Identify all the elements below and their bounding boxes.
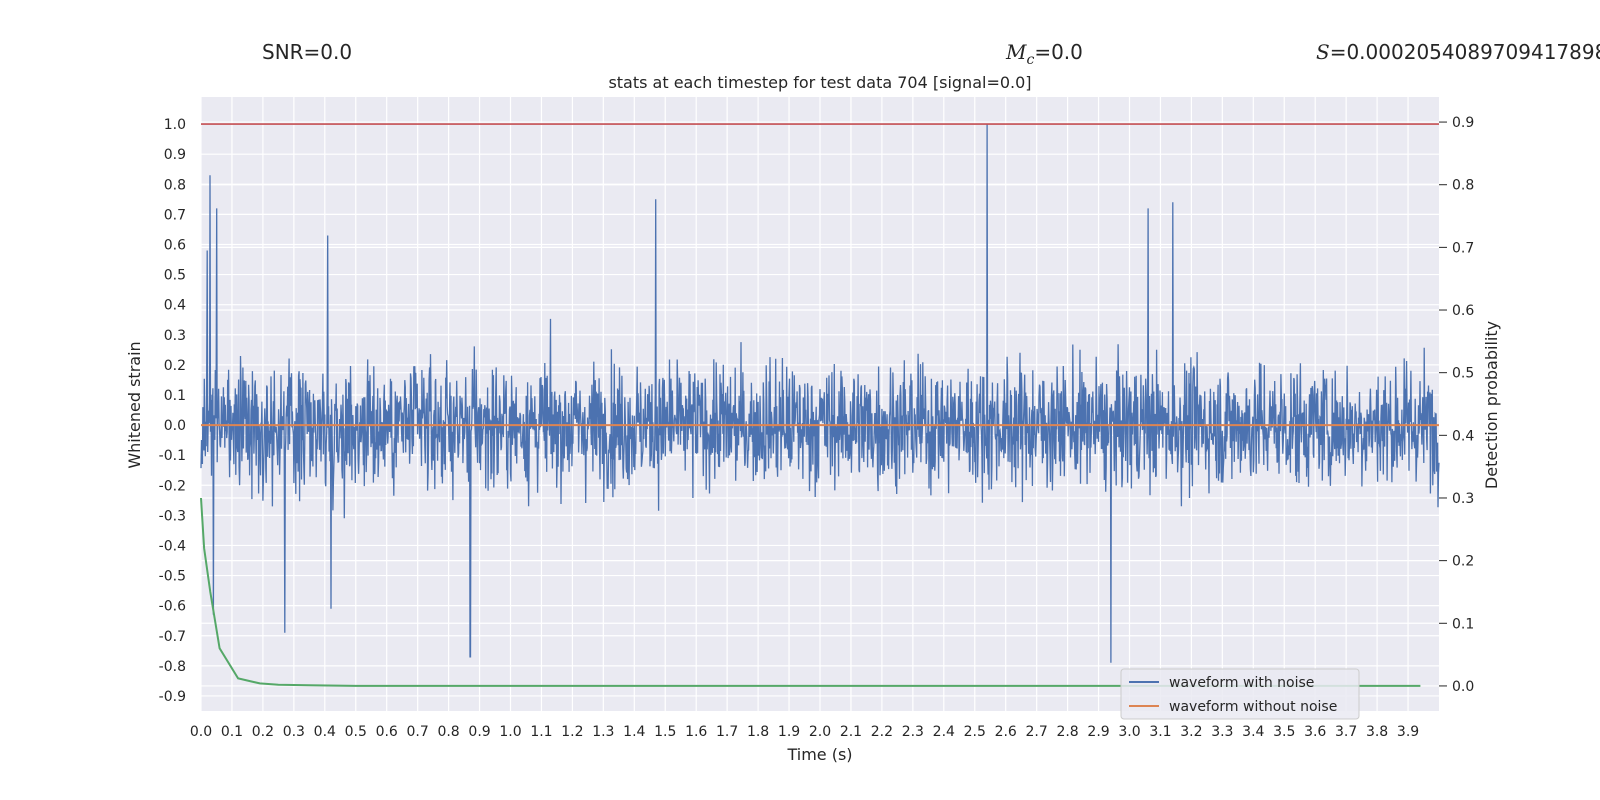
legend: waveform with noise waveform without nois… — [1120, 668, 1360, 720]
s-statistic-label: S=0.0002054089709417898 — [1316, 40, 1600, 64]
y2-tick-label: 0.1 — [1452, 616, 1474, 632]
chirp-mass-symbol: M — [1006, 40, 1027, 64]
x-tick-label: 1.7 — [716, 724, 738, 740]
y-tick-label: 0.0 — [164, 418, 186, 434]
y-tick-label: 0.8 — [164, 177, 186, 193]
x-tick-label: 2.3 — [902, 724, 924, 740]
y2-tick-label: 0.0 — [1452, 679, 1474, 695]
x-tick-label: 0.3 — [283, 724, 305, 740]
x-tick-label: 0.5 — [345, 724, 367, 740]
x-tick-label: 0.2 — [252, 724, 274, 740]
x-tick-label: 2.0 — [809, 724, 831, 740]
x-tick-label: 3.2 — [1180, 724, 1202, 740]
y2-tick-label: 0.9 — [1452, 115, 1474, 131]
snr-label: SNR=0.0 — [262, 40, 353, 64]
x-tick-label: 2.4 — [933, 724, 955, 740]
x-tick-label: 3.6 — [1304, 724, 1326, 740]
y-tick-label: 0.2 — [164, 358, 186, 374]
chirp-mass-subscript: c — [1026, 52, 1035, 68]
x-tick-label: 0.1 — [221, 724, 243, 740]
y-axis-label: Whitened strain — [125, 341, 144, 468]
x-tick-label: 1.4 — [623, 724, 645, 740]
y-tick-label: 0.6 — [164, 237, 186, 253]
chirp-mass-label: Mc=0.0 — [1006, 40, 1083, 68]
y-tick-label: 1.0 — [164, 117, 186, 133]
x-tick-label: 3.8 — [1366, 724, 1388, 740]
x-tick-label: 2.6 — [995, 724, 1017, 740]
legend-entry: waveform without noise — [1169, 699, 1337, 715]
y-tick-label: 0.4 — [164, 298, 186, 314]
y-tick-label: -0.2 — [159, 478, 186, 494]
x-tick-label: 1.0 — [499, 724, 521, 740]
y2-axis-label: Detection probability — [1482, 321, 1501, 489]
legend-box — [1120, 668, 1360, 720]
x-tick-label: 1.2 — [561, 724, 583, 740]
x-tick-label: 2.9 — [1087, 724, 1109, 740]
y-tick-label: 0.5 — [164, 268, 186, 284]
x-tick-label: 3.9 — [1397, 724, 1419, 740]
ticks: 0.0 0.1 0.2 0.3 0.4 0.5 0.6 0.7 0.8 0.9 1.0 1.1 1.2 1… — [159, 115, 1475, 740]
x-tick-label: 3.3 — [1211, 724, 1233, 740]
x-tick-label: 0.8 — [437, 724, 459, 740]
y2-tick-label: 0.7 — [1452, 240, 1474, 256]
y-tick-label: 0.9 — [164, 147, 186, 163]
x-tick-label: 0.6 — [376, 724, 398, 740]
s-value: =0.0002054089709417898 — [1329, 40, 1600, 64]
y2-tick-label: 0.5 — [1452, 366, 1474, 382]
x-tick-label: 2.8 — [1056, 724, 1078, 740]
noisy-waveform-line — [200, 124, 1440, 663]
x-tick-label: 3.4 — [1242, 724, 1264, 740]
legend-entry: waveform with noise — [1169, 675, 1314, 691]
y-tick-label: -0.6 — [159, 599, 186, 615]
chart-title: stats at each timestep for test data 704… — [608, 73, 1031, 92]
y-tick-label: -0.8 — [159, 659, 186, 675]
s-symbol: S — [1316, 40, 1330, 64]
x-tick-label: 1.8 — [747, 724, 769, 740]
x-tick-label: 1.3 — [592, 724, 614, 740]
y-tick-label: 0.7 — [164, 207, 186, 223]
x-tick-label: 3.7 — [1335, 724, 1357, 740]
y2-tick-label: 0.6 — [1452, 303, 1474, 319]
x-tick-label: 1.1 — [530, 724, 552, 740]
y-tick-label: 0.3 — [164, 328, 186, 344]
y2-tick-label: 0.2 — [1452, 554, 1474, 570]
x-tick-label: 0.7 — [407, 724, 429, 740]
x-tick-label: 2.5 — [964, 724, 986, 740]
x-tick-label: 0.9 — [468, 724, 490, 740]
x-tick-label: 2.7 — [1026, 724, 1048, 740]
x-tick-label: 0.0 — [190, 724, 212, 740]
y-tick-label: -0.3 — [159, 508, 186, 524]
x-tick-label: 1.9 — [778, 724, 800, 740]
x-tick-label: 3.0 — [1118, 724, 1140, 740]
y-tick-label: -0.5 — [159, 569, 186, 585]
x-tick-label: 2.2 — [871, 724, 893, 740]
y-tick-label: -0.4 — [159, 538, 186, 554]
x-tick-label: 3.5 — [1273, 724, 1295, 740]
y2-tick-label: 0.8 — [1452, 178, 1474, 194]
x-tick-label: 2.1 — [840, 724, 862, 740]
detection-probability-line — [200, 497, 1421, 687]
x-tick-label: 1.5 — [654, 724, 676, 740]
y-tick-label: -0.1 — [159, 448, 186, 464]
x-tick-label: 1.6 — [685, 724, 707, 740]
y2-tick-label: 0.4 — [1452, 428, 1474, 444]
series-layer — [200, 123, 1440, 687]
y-tick-label: -0.7 — [159, 629, 186, 645]
x-tick-label: 0.4 — [314, 724, 336, 740]
x-tick-label: 3.1 — [1149, 724, 1171, 740]
y-tick-label: 0.1 — [164, 388, 186, 404]
y2-tick-label: 0.3 — [1452, 491, 1474, 507]
grid — [200, 97, 1439, 711]
x-axis-label: Time (s) — [786, 745, 852, 764]
chirp-mass-value: =0.0 — [1034, 40, 1083, 64]
y-tick-label: -0.9 — [159, 689, 186, 705]
